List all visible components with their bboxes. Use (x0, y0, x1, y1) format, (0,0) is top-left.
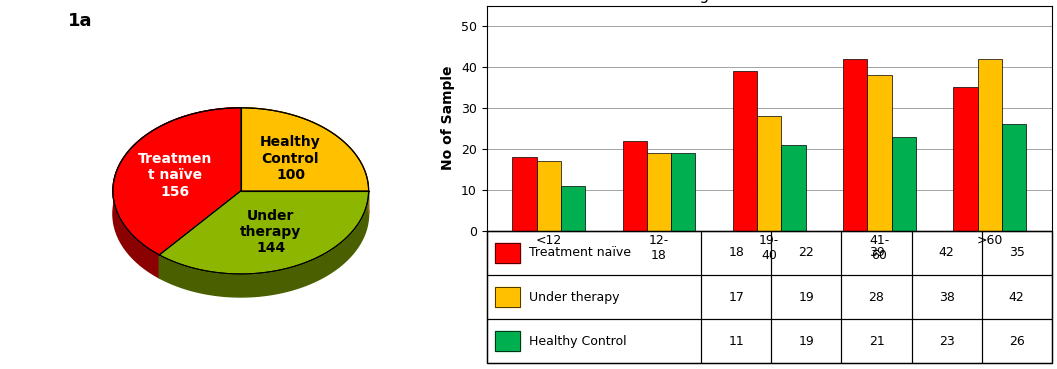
Text: Treatment naïve: Treatment naïve (528, 246, 631, 259)
Bar (486, 231, 702, 275)
Bar (495, 331, 520, 351)
Bar (486, 275, 702, 319)
Bar (781, 145, 805, 231)
Bar (671, 153, 696, 231)
Bar (982, 231, 1052, 275)
Bar (982, 275, 1052, 319)
Bar (772, 231, 841, 275)
Polygon shape (160, 191, 369, 297)
Bar (841, 319, 911, 363)
Text: 42: 42 (939, 246, 954, 259)
Bar (495, 331, 520, 351)
Text: 23: 23 (939, 335, 954, 348)
Bar (495, 243, 520, 263)
Bar (513, 157, 537, 231)
Bar (1002, 124, 1026, 231)
Bar (911, 231, 982, 275)
Bar (891, 137, 915, 231)
Text: Treatmen
t naïve
156: Treatmen t naïve 156 (137, 152, 211, 199)
Bar (702, 319, 772, 363)
Bar (733, 71, 757, 231)
Text: Healthy
Control
100: Healthy Control 100 (260, 135, 321, 182)
Bar (702, 231, 772, 275)
Bar (537, 161, 561, 231)
Bar (772, 319, 841, 363)
Bar (868, 75, 891, 231)
Polygon shape (241, 108, 369, 214)
Bar (841, 231, 911, 275)
Bar (843, 59, 868, 231)
Text: 17: 17 (728, 291, 744, 304)
Text: 35: 35 (1008, 246, 1024, 259)
Text: 19: 19 (799, 335, 814, 348)
Text: 28: 28 (869, 291, 885, 304)
Bar (495, 287, 520, 307)
Bar (486, 319, 702, 363)
Text: 21: 21 (869, 335, 885, 348)
Text: 26: 26 (1008, 335, 1024, 348)
Bar (911, 275, 982, 319)
Bar (841, 275, 911, 319)
Text: 1a: 1a (69, 12, 93, 30)
Bar (495, 243, 520, 263)
Bar (702, 275, 772, 319)
Bar (911, 319, 982, 363)
Text: 18: 18 (728, 246, 744, 259)
Text: 19: 19 (799, 291, 814, 304)
Polygon shape (113, 108, 241, 278)
Title: Age wise distribution: Age wise distribution (689, 0, 850, 3)
Text: Under therapy: Under therapy (528, 291, 619, 304)
Bar (757, 116, 781, 231)
Text: 38: 38 (939, 291, 954, 304)
Polygon shape (160, 191, 369, 274)
Text: 22: 22 (799, 246, 814, 259)
Bar (495, 287, 520, 307)
Text: Under
therapy
144: Under therapy 144 (240, 209, 301, 255)
Bar (978, 59, 1002, 231)
Bar (623, 141, 647, 231)
Text: 11: 11 (728, 335, 744, 348)
Text: 39: 39 (869, 246, 885, 259)
Bar (982, 319, 1052, 363)
Bar (953, 87, 978, 231)
Polygon shape (113, 108, 241, 255)
Bar (772, 275, 841, 319)
Polygon shape (241, 108, 369, 191)
Y-axis label: No of Sample: No of Sample (442, 66, 456, 170)
Text: Healthy Control: Healthy Control (528, 335, 627, 348)
Bar (647, 153, 671, 231)
Bar (561, 186, 585, 231)
Text: 42: 42 (1008, 291, 1024, 304)
